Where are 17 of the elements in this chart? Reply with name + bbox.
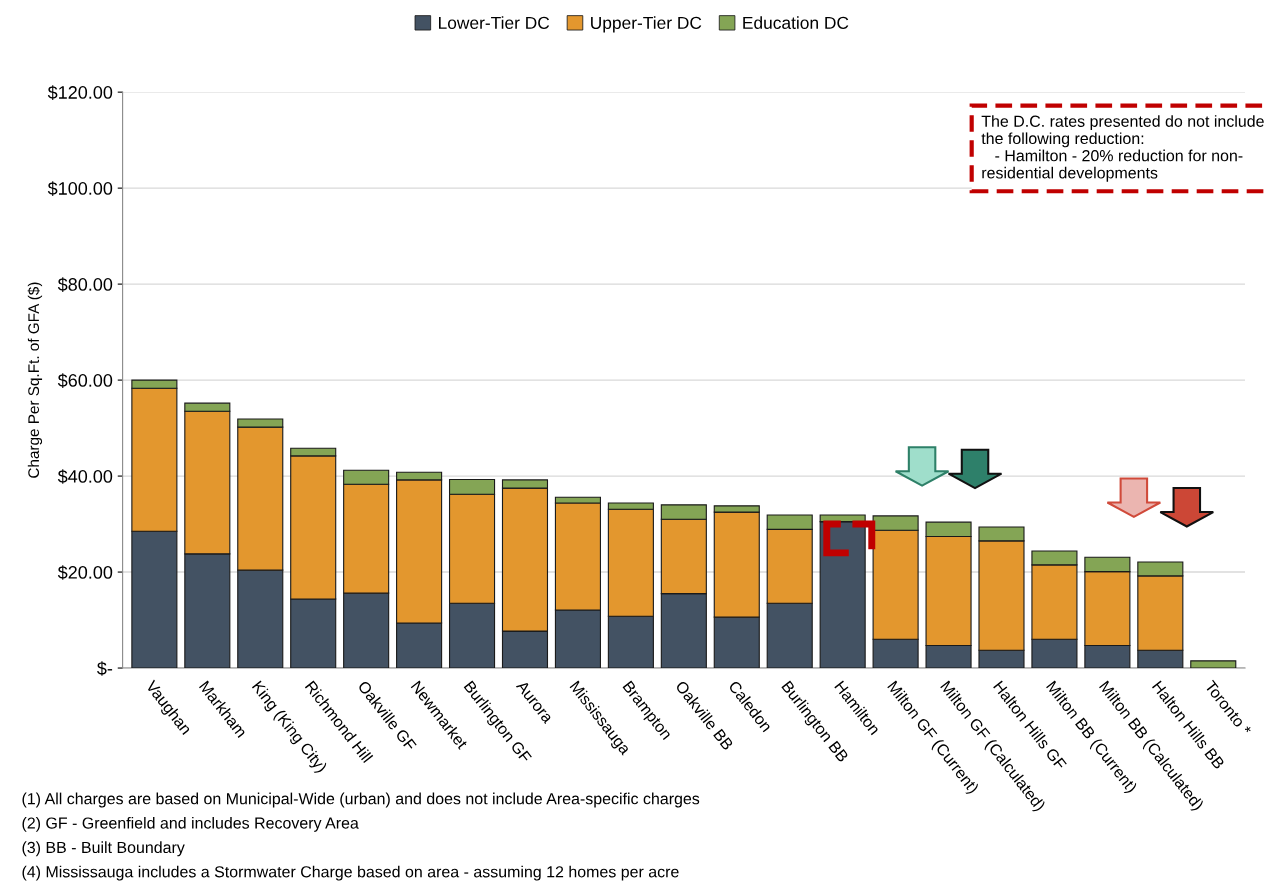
- y-tick-label: $100.00: [47, 181, 113, 196]
- y-axis-title: Charge Per Sq.Ft. of GFA ($): [27, 282, 43, 478]
- y-tick-label: $20.00: [57, 565, 113, 580]
- y-tick-label: $60.00: [57, 373, 113, 388]
- y-tick-label: $120.00: [47, 85, 113, 100]
- text: (1) All charges are based on Municipal-Wide (urban) and does not include Area-specific charges: [22, 792, 700, 808]
- bar: [1190, 660, 1237, 669]
- annotation: The D.C. rates presented do not include the following reduction: - Hamilton - 20% reduction for non- residential developments: [981, 115, 1264, 182]
- legend-label: Lower-Tier DC: [439, 16, 550, 29]
- legend-label: Education DC: [743, 16, 849, 29]
- y-tick-label: $40.00: [57, 469, 113, 484]
- text: (3) BB - Built Boundary: [22, 841, 185, 857]
- legend-label: Upper-Tier DC: [591, 16, 702, 33]
- text: (4) Mississauga includes a Stormwater Charge based on area - assuming 12 homes per acre: [22, 865, 679, 881]
- text: (2) GF - Greenfield and includes Recovery Area: [22, 816, 359, 832]
- y-tick-label: $80.00: [57, 277, 113, 292]
- y-tick-label: $-: [97, 661, 113, 676]
